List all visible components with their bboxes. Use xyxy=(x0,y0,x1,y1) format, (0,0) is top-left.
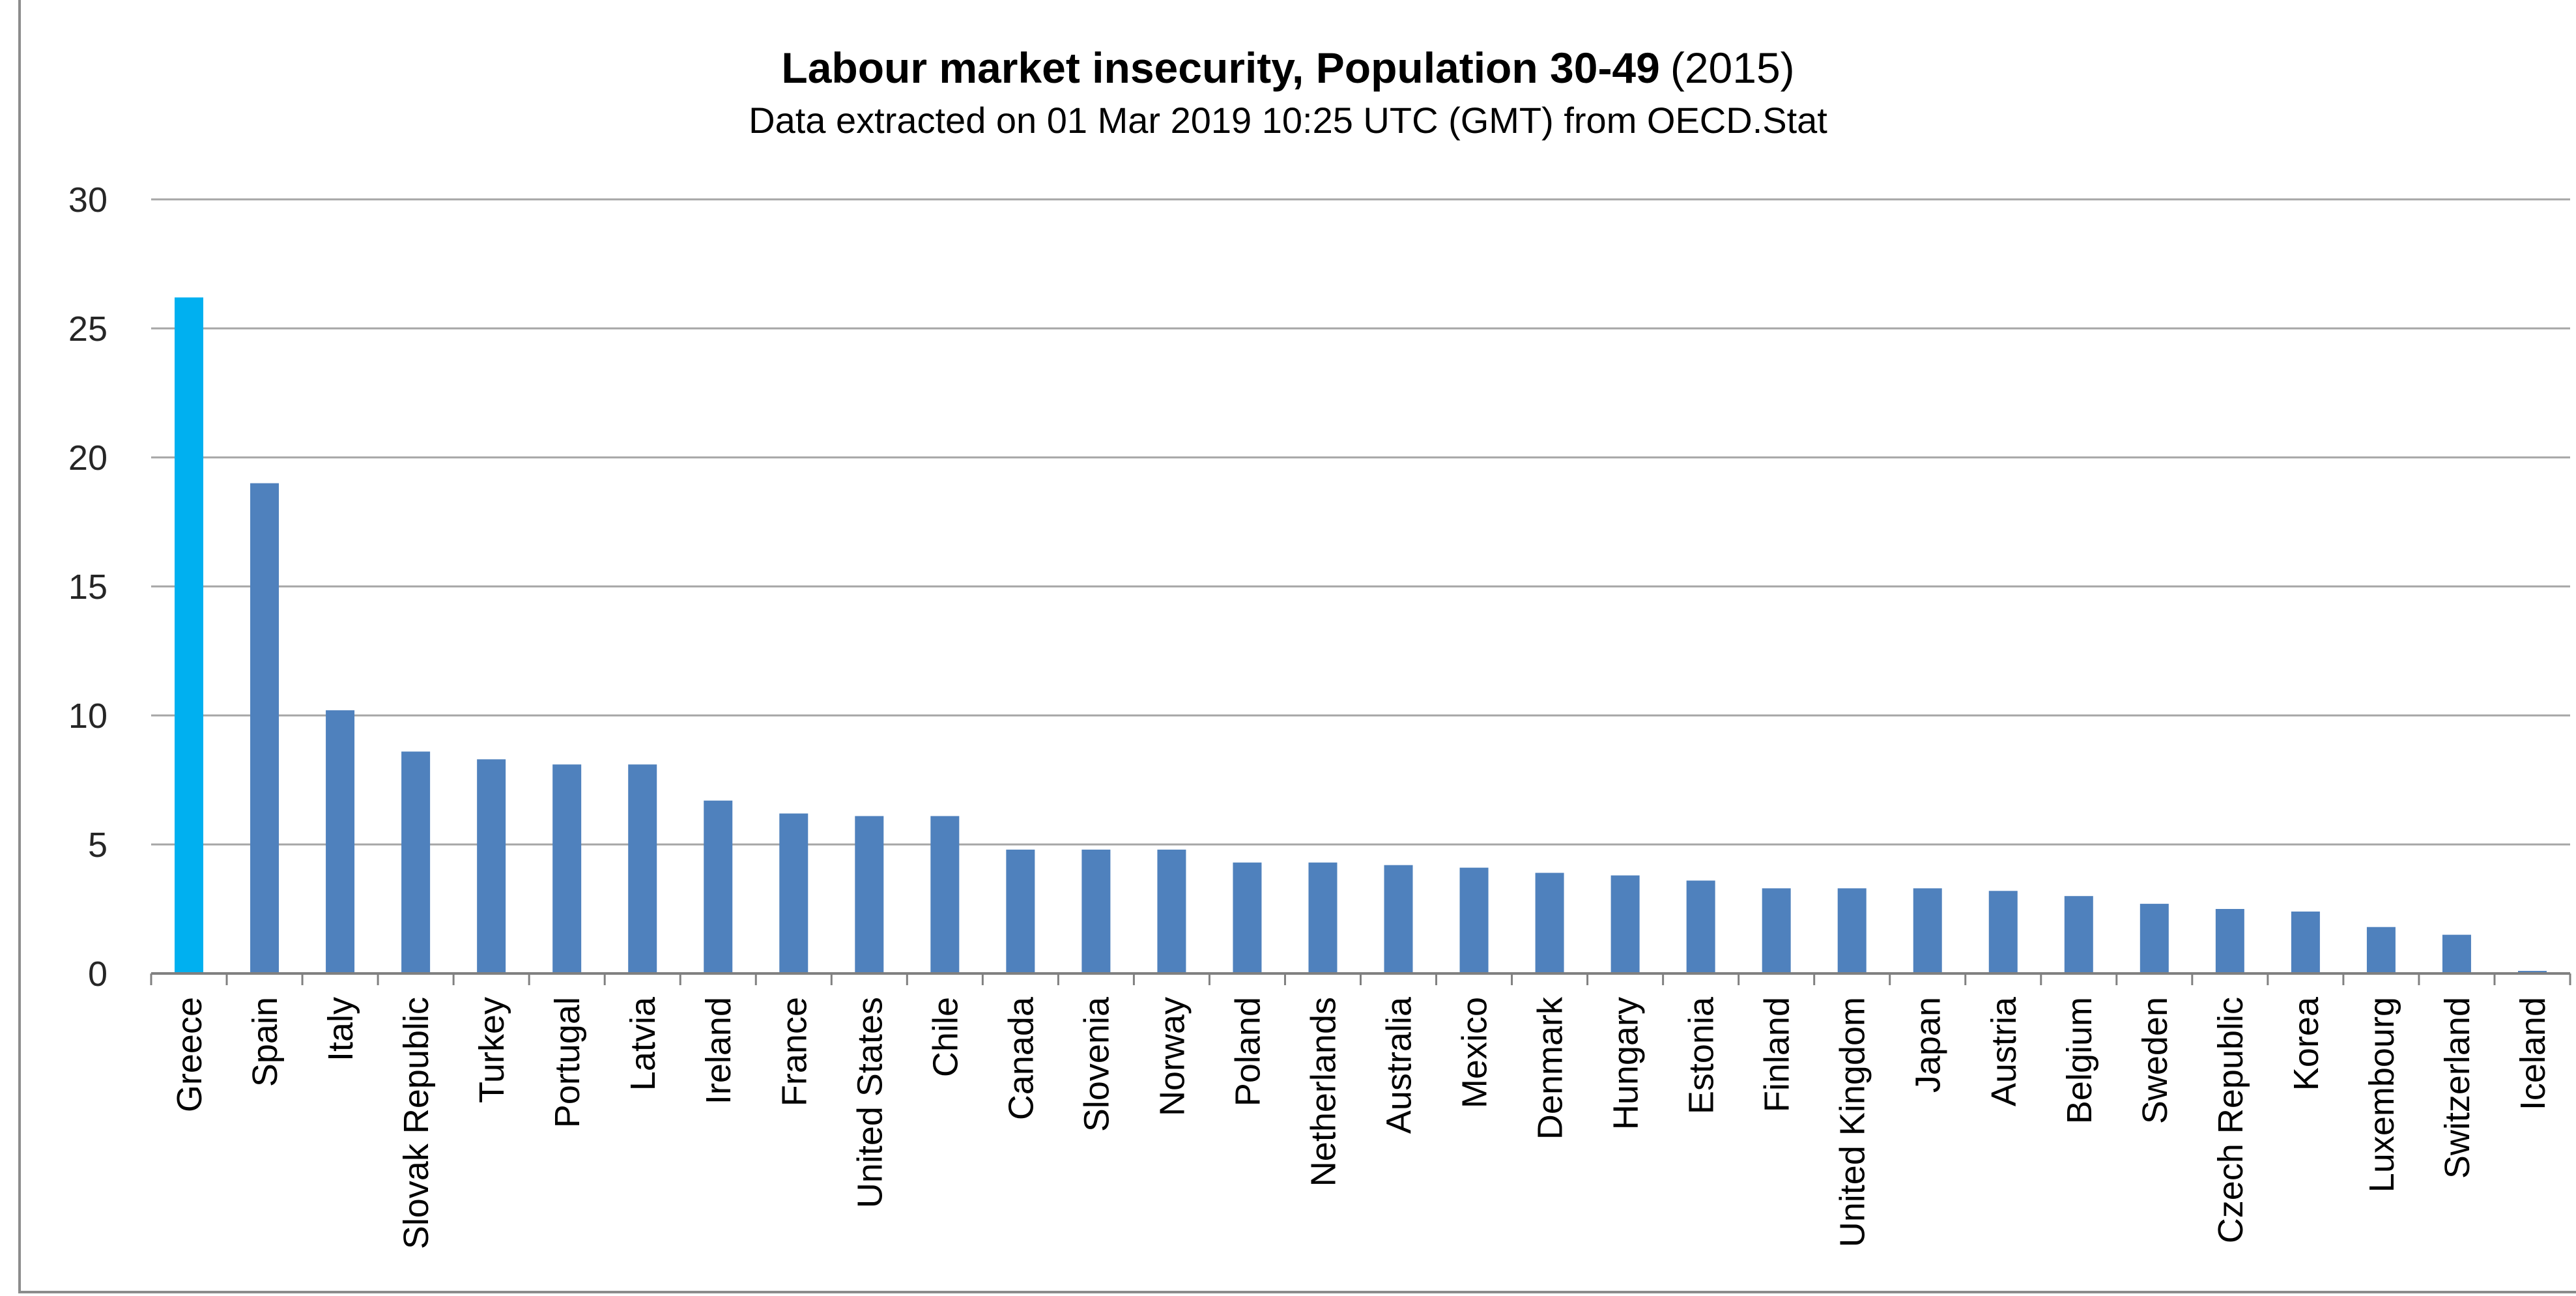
x-tick-label: Slovak Republic xyxy=(397,997,436,1249)
x-tick-label: Chile xyxy=(926,997,965,1077)
bar-switzerland xyxy=(2442,934,2471,973)
bar-latvia xyxy=(628,764,657,973)
x-tick-label: Switzerland xyxy=(2438,997,2477,1179)
x-tick-label: Austria xyxy=(1984,996,2024,1106)
bar-ireland xyxy=(704,800,733,973)
x-tick-label: Mexico xyxy=(1455,997,1495,1108)
bar-japan xyxy=(1913,888,1942,973)
x-tick-label: Italy xyxy=(321,997,360,1061)
x-tick-label: Slovenia xyxy=(1077,996,1116,1132)
x-tick-label: Portugal xyxy=(548,997,587,1128)
bar-norway xyxy=(1157,849,1186,973)
bar-korea xyxy=(2291,911,2320,973)
bar-luxembourg xyxy=(2366,927,2396,973)
bar-hungary xyxy=(1610,875,1640,973)
y-tick-label: 25 xyxy=(68,310,107,349)
bar-netherlands xyxy=(1308,862,1338,973)
x-tick-label: Spain xyxy=(246,997,285,1087)
x-tick-label: Luxembourg xyxy=(2362,997,2401,1192)
x-tick-label: Denmark xyxy=(1531,996,1570,1140)
y-axis-ticks: 0 5 10 15 20 25 30 xyxy=(68,180,107,994)
grid-lines xyxy=(151,198,2570,846)
x-tick-label: Ireland xyxy=(699,997,738,1104)
x-tick-label: Czech Republic xyxy=(2211,997,2250,1243)
x-tick-label: Canada xyxy=(1001,996,1040,1120)
bar-chile xyxy=(930,816,960,973)
bar-czech-republic xyxy=(2215,909,2244,973)
bar-poland xyxy=(1233,862,1262,973)
bar-spain xyxy=(250,483,279,973)
chart-subtitle: Data extracted on 01 Mar 2019 10:25 UTC … xyxy=(749,100,1827,141)
bar-denmark xyxy=(1535,872,1564,973)
bar-finland xyxy=(1762,888,1791,973)
chart-title-main: Labour market insecurity, Population 30-… xyxy=(781,44,1659,92)
bar-france xyxy=(779,813,809,973)
bar-united-kingdom xyxy=(1837,888,1867,973)
x-tick-label: Finland xyxy=(1758,997,1797,1112)
bar-mexico xyxy=(1459,867,1489,973)
x-tick-label: Estonia xyxy=(1682,996,1721,1114)
bar-slovenia xyxy=(1081,849,1111,973)
x-tick-label: Belgium xyxy=(2060,997,2099,1124)
chart-title: Labour market insecurity, Population 30-… xyxy=(781,44,1794,92)
x-tick-label: France xyxy=(775,997,814,1106)
x-tick-label: Netherlands xyxy=(1304,997,1343,1187)
x-tick-label: Latvia xyxy=(623,996,663,1091)
chart-title-year: (2015) xyxy=(1670,44,1795,92)
x-tick-label: Norway xyxy=(1152,997,1192,1116)
x-tick-label: Poland xyxy=(1228,997,1267,1106)
x-tick-label: United States xyxy=(850,997,889,1208)
bar-portugal xyxy=(552,764,582,973)
x-tick-label: Hungary xyxy=(1607,997,1646,1130)
bar-austria xyxy=(1988,891,2018,973)
bar-turkey xyxy=(477,759,506,973)
y-tick-label: 20 xyxy=(68,439,107,478)
bar-greece xyxy=(175,297,204,974)
bars xyxy=(175,297,2547,974)
bar-italy xyxy=(326,710,355,973)
x-axis xyxy=(150,972,2571,985)
bar-sweden xyxy=(2140,904,2169,973)
x-tick-label: United Kingdom xyxy=(1833,997,1872,1247)
y-tick-label: 30 xyxy=(68,180,107,220)
x-tick-label: Turkey xyxy=(472,997,511,1103)
bar-slovak-republic xyxy=(401,751,431,973)
bar-australia xyxy=(1384,865,1413,973)
bar-canada xyxy=(1006,849,1035,973)
y-tick-label: 5 xyxy=(88,826,107,865)
bar-united-states xyxy=(855,816,884,973)
bar-belgium xyxy=(2064,896,2093,973)
y-tick-label: 10 xyxy=(68,697,107,736)
y-tick-label: 0 xyxy=(88,955,107,994)
x-tick-label: Japan xyxy=(1909,997,1948,1093)
y-tick-label: 15 xyxy=(68,568,107,607)
x-tick-label: Korea xyxy=(2287,996,2326,1091)
bar-estonia xyxy=(1686,880,1715,973)
chart-frame xyxy=(18,0,2576,1293)
x-tick-label: Sweden xyxy=(2136,997,2175,1124)
x-tick-label: Greece xyxy=(170,997,209,1112)
x-axis-labels: Greece Spain Italy Slovak Republic Turkey Por… xyxy=(170,996,2553,1249)
x-tick-label: Australia xyxy=(1380,996,1419,1134)
x-tick-label: Iceland xyxy=(2513,997,2553,1110)
